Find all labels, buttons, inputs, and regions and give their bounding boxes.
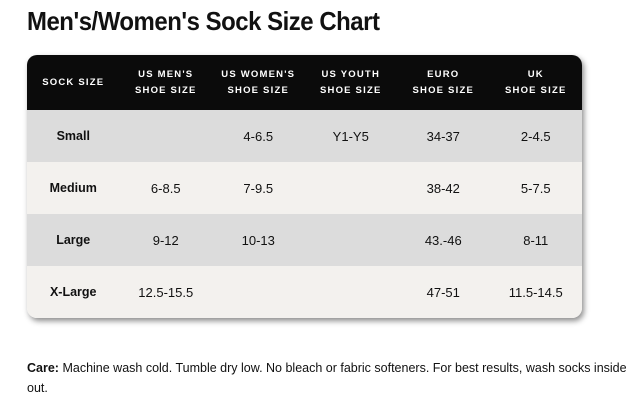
value-cell: 9-12: [119, 214, 212, 266]
header-row: SOCK SIZE US MEN'S SHOE SIZE US WOMEN'S SHOE…: [27, 55, 582, 110]
table-row: Large 9-12 10-13 43.-46 8-11: [27, 214, 582, 266]
care-text: Machine wash cold. Tumble dry low. No bl…: [27, 361, 627, 395]
value-cell: [304, 214, 397, 266]
header-line: US WOMEN'S: [221, 68, 296, 80]
value-cell: 8-11: [489, 214, 582, 266]
header-line: UK: [527, 68, 544, 80]
table-row: Small 4-6.5 Y1-Y5 34-37 2-4.5: [27, 110, 582, 162]
table-row: X-Large 12.5-15.5 47-51 11.5-14.5: [27, 266, 582, 318]
value-cell: Y1-Y5: [304, 110, 397, 162]
care-note: Care: Machine wash cold. Tumble dry low.…: [27, 358, 627, 398]
value-cell: 43.-46: [397, 214, 490, 266]
header-line: SHOE SIZE: [320, 84, 382, 96]
table: SOCK SIZE US MEN'S SHOE SIZE US WOMEN'S SHOE…: [27, 55, 582, 318]
value-cell: 34-37: [397, 110, 490, 162]
value-cell: 2-4.5: [489, 110, 582, 162]
value-cell: 11.5-14.5: [489, 266, 582, 318]
size-cell: Medium: [27, 162, 120, 214]
size-cell: Small: [27, 110, 120, 162]
value-cell: [119, 110, 212, 162]
header-line: SHOE SIZE: [135, 84, 197, 96]
header-cell: EURO SHOE SIZE: [397, 55, 490, 110]
value-cell: 47-51: [397, 266, 490, 318]
header-line: US MEN'S: [138, 68, 194, 80]
header-cell: US WOMEN'S SHOE SIZE: [212, 55, 305, 110]
header-line: SHOE SIZE: [505, 84, 567, 96]
value-cell: 5-7.5: [489, 162, 582, 214]
value-cell: 12.5-15.5: [119, 266, 212, 318]
value-cell: 6-8.5: [119, 162, 212, 214]
title: Men's/Women's Sock Size Chart: [27, 6, 380, 36]
header-cell: US MEN'S SHOE SIZE: [119, 55, 212, 110]
header-line: SHOE SIZE: [412, 84, 474, 96]
value-cell: 38-42: [397, 162, 490, 214]
header-cell: UK SHOE SIZE: [489, 55, 582, 110]
size-cell: Large: [27, 214, 120, 266]
value-cell: 7-9.5: [212, 162, 305, 214]
value-cell: [212, 266, 305, 318]
header-line: SOCK SIZE: [42, 76, 105, 88]
care-label: Care:: [27, 361, 59, 375]
header-cell: US YOUTH SHOE SIZE: [304, 55, 397, 110]
value-cell: [304, 266, 397, 318]
table-row: Medium 6-8.5 7-9.5 38-42 5-7.5: [27, 162, 582, 214]
value-cell: [304, 162, 397, 214]
value-cell: 4-6.5: [212, 110, 305, 162]
value-cell: 10-13: [212, 214, 305, 266]
size-cell: X-Large: [27, 266, 120, 318]
size-table: SOCK SIZE US MEN'S SHOE SIZE US WOMEN'S SHOE…: [27, 55, 582, 318]
header-line: US YOUTH: [321, 68, 380, 80]
header-line: SHOE SIZE: [227, 84, 289, 96]
header-line: EURO: [427, 68, 460, 80]
header-cell: SOCK SIZE: [27, 55, 120, 110]
